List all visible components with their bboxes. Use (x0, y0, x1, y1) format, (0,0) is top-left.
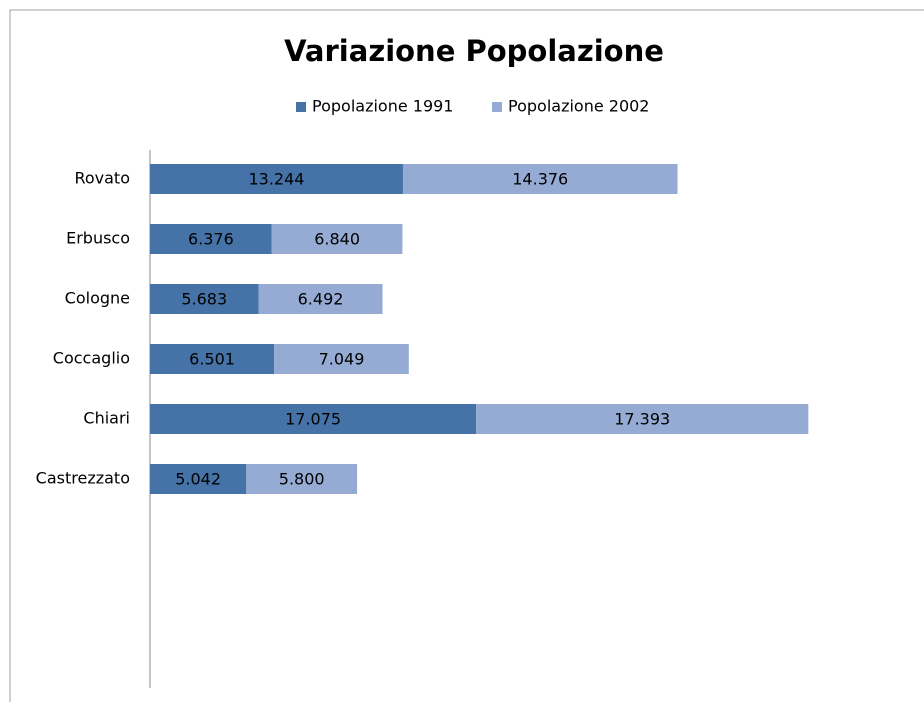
bar-segment (274, 344, 409, 374)
bar-segment (150, 224, 272, 254)
y-tick-label: Cologne (65, 289, 130, 308)
bar-segment (402, 164, 678, 194)
data-label: 6.840 (314, 230, 360, 249)
data-label: 5.042 (175, 470, 221, 489)
y-tick-label: Castrezzato (36, 469, 130, 488)
bar-segment (150, 164, 403, 194)
legend-swatch (492, 102, 502, 112)
data-label: 5.800 (279, 470, 325, 489)
y-tick-label: Chiari (83, 409, 130, 428)
bar-segment (246, 464, 358, 494)
y-tick-label: Rovato (74, 169, 130, 188)
data-label: 7.049 (319, 350, 365, 369)
bar-segment (258, 284, 383, 314)
bar-segment (150, 464, 247, 494)
legend-swatch (296, 102, 306, 112)
legend-label: Popolazione 2002 (508, 97, 649, 116)
bar-segment (271, 224, 403, 254)
data-label: 17.075 (285, 410, 341, 429)
data-label: 17.393 (614, 410, 670, 429)
bar-segment (150, 284, 259, 314)
chart-title: Variazione Popolazione (284, 34, 664, 68)
data-label: 6.376 (188, 230, 234, 249)
data-label: 14.376 (512, 170, 568, 189)
bar-segment (150, 404, 477, 434)
y-tick-label: Coccaglio (53, 349, 130, 368)
chart-frame (9, 9, 924, 702)
data-label: 6.501 (189, 350, 235, 369)
data-label: 5.683 (181, 290, 227, 309)
data-label: 6.492 (298, 290, 344, 309)
data-label: 13.244 (248, 170, 304, 189)
bar-segment (476, 404, 809, 434)
y-tick-label: Erbusco (66, 229, 130, 248)
bar-segment (150, 344, 275, 374)
legend-label: Popolazione 1991 (312, 97, 453, 116)
